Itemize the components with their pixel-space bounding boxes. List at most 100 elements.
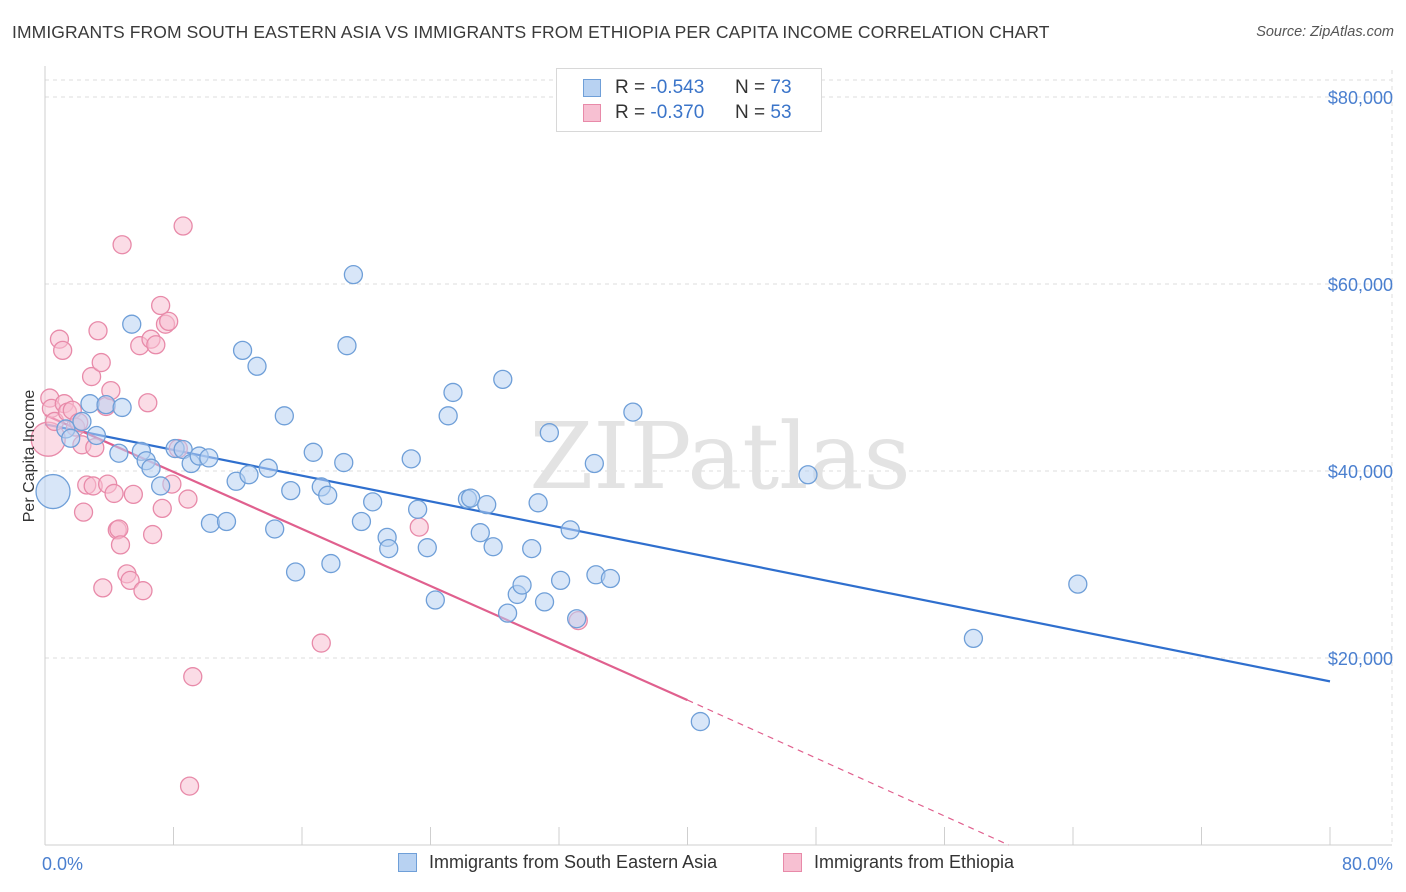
data-point-south-eastern-asia	[86, 425, 107, 446]
data-point-south-eastern-asia	[379, 538, 399, 559]
legend-swatch-pink	[783, 853, 802, 872]
y-tick-label: $40,000	[1328, 462, 1393, 482]
points-south-eastern-asia	[35, 264, 1088, 732]
data-point-ethiopia	[93, 578, 113, 598]
legend-label: Immigrants from Ethiopia	[814, 852, 1015, 872]
data-point-ethiopia	[112, 235, 132, 255]
data-point-ethiopia	[159, 311, 179, 332]
data-point-south-eastern-asia	[522, 538, 542, 559]
data-point-ethiopia	[138, 393, 158, 413]
data-point-south-eastern-asia	[199, 448, 219, 468]
data-point-south-eastern-asia	[798, 465, 818, 485]
data-point-south-eastern-asia	[623, 402, 643, 422]
data-point-south-eastern-asia	[483, 537, 503, 557]
data-point-south-eastern-asia	[477, 495, 497, 515]
data-point-ethiopia	[91, 352, 111, 373]
data-point-ethiopia	[173, 216, 193, 236]
data-point-south-eastern-asia	[35, 473, 71, 510]
legend-swatch-blue	[398, 853, 417, 872]
data-point-ethiopia	[178, 489, 198, 509]
points-ethiopia	[30, 216, 588, 796]
data-point-south-eastern-asia	[600, 568, 621, 589]
data-point-south-eastern-asia	[318, 485, 338, 505]
n-value: 73	[770, 77, 792, 98]
data-point-south-eastern-asia	[216, 511, 237, 532]
y-tick-labels: $20,000 $40,000 $60,000 $80,000	[1328, 88, 1393, 669]
data-point-south-eastern-asia	[438, 406, 458, 426]
data-point-south-eastern-asia	[150, 476, 171, 496]
x-tick-label-min: 0.0%	[42, 854, 83, 874]
data-point-south-eastern-asia	[407, 499, 428, 519]
data-point-ethiopia	[88, 321, 108, 341]
data-point-south-eastern-asia	[461, 488, 481, 508]
data-point-south-eastern-asia	[258, 458, 278, 478]
data-point-ethiopia	[53, 340, 73, 361]
data-point-south-eastern-asia	[274, 406, 294, 426]
source-label: Source: ZipAtlas.com	[1256, 24, 1394, 40]
data-point-ethiopia	[146, 335, 166, 355]
data-point-south-eastern-asia	[493, 369, 513, 390]
data-point-south-eastern-asia	[417, 538, 437, 558]
watermark: ZIPatlas	[529, 403, 910, 510]
data-point-ethiopia	[409, 517, 429, 537]
data-point-south-eastern-asia	[303, 442, 323, 462]
data-point-ethiopia	[142, 524, 163, 545]
data-point-ethiopia	[152, 498, 172, 519]
data-point-ethiopia	[133, 581, 153, 601]
data-point-south-eastern-asia	[72, 411, 92, 432]
n-label: N =	[735, 102, 766, 123]
legend-swatch-blue	[583, 79, 601, 97]
data-point-south-eastern-asia	[281, 480, 301, 501]
x-tick-labels: 0.0% 80.0%	[42, 854, 1393, 874]
data-point-south-eastern-asia	[285, 562, 306, 582]
data-point-ethiopia	[104, 483, 124, 504]
data-point-south-eastern-asia	[334, 452, 354, 473]
data-point-south-eastern-asia	[550, 570, 571, 591]
data-point-ethiopia	[81, 366, 102, 387]
data-point-south-eastern-asia	[247, 356, 267, 376]
data-point-south-eastern-asia	[560, 520, 580, 540]
trend-line-ethiopia-extrapolated	[687, 699, 1009, 846]
data-point-south-eastern-asia	[401, 449, 421, 469]
r-value: -0.370	[650, 102, 705, 123]
data-point-south-eastern-asia	[141, 458, 161, 478]
series-legend: Immigrants from South Eastern Asia Immig…	[0, 852, 1406, 876]
data-point-south-eastern-asia	[80, 394, 100, 414]
data-point-south-eastern-asia	[112, 397, 132, 418]
data-point-south-eastern-asia	[239, 465, 259, 485]
data-point-south-eastern-asia	[122, 314, 142, 334]
data-point-south-eastern-asia	[200, 513, 221, 534]
data-point-south-eastern-asia	[109, 443, 129, 463]
n-value: 53	[770, 102, 792, 123]
data-point-south-eastern-asia	[351, 511, 372, 532]
data-point-ethiopia	[110, 535, 131, 555]
data-point-south-eastern-asia	[690, 711, 710, 732]
data-point-ethiopia	[123, 484, 143, 505]
data-point-south-eastern-asia	[1068, 574, 1088, 594]
data-point-south-eastern-asia	[497, 603, 518, 623]
data-point-south-eastern-asia	[443, 382, 463, 403]
y-tick-label: $80,000	[1328, 88, 1393, 108]
r-value: -0.543	[650, 77, 705, 98]
data-point-south-eastern-asia	[512, 575, 532, 595]
data-point-ethiopia	[73, 502, 94, 522]
data-point-south-eastern-asia	[232, 340, 253, 361]
data-point-south-eastern-asia	[96, 394, 116, 415]
data-point-ethiopia	[183, 667, 203, 687]
data-point-south-eastern-asia	[539, 423, 560, 443]
data-point-ethiopia	[150, 295, 171, 316]
x-tick-label-max: 80.0%	[1342, 854, 1393, 874]
chart-title: IMMIGRANTS FROM SOUTH EASTERN ASIA VS IM…	[12, 22, 1050, 42]
data-point-south-eastern-asia	[584, 453, 604, 474]
data-point-ethiopia	[179, 776, 200, 796]
data-point-south-eastern-asia	[363, 492, 383, 512]
r-label: R =	[615, 102, 646, 123]
y-tick-label: $20,000	[1328, 649, 1393, 669]
y-tick-label: $60,000	[1328, 275, 1393, 295]
data-point-south-eastern-asia	[61, 428, 81, 448]
y-axis-label: Per Capita Income	[21, 390, 38, 523]
r-label: R =	[615, 77, 646, 98]
data-point-south-eastern-asia	[528, 493, 548, 513]
data-point-south-eastern-asia	[321, 553, 341, 574]
data-point-south-eastern-asia	[567, 609, 587, 629]
